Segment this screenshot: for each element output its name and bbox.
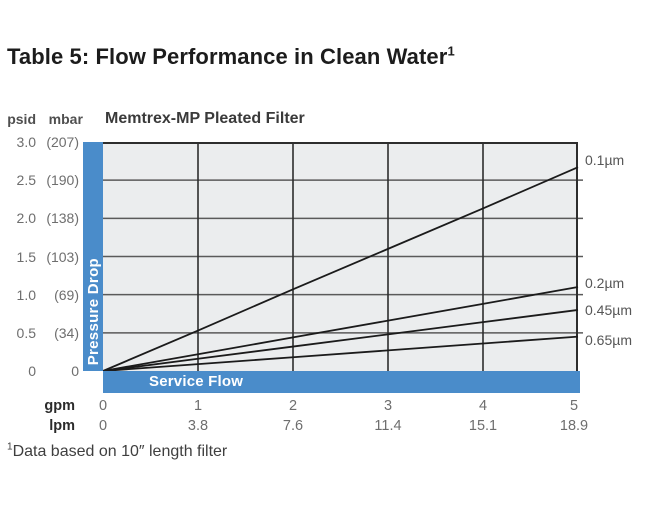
y-tick-row: 0.5 (34) bbox=[0, 325, 79, 341]
x-tick-value: 0 bbox=[98, 398, 108, 414]
x-tick-value: 3.8 bbox=[187, 418, 209, 434]
series-label-0.1µm: 0.1µm bbox=[585, 152, 625, 169]
y-tick-mbar: (138) bbox=[46, 210, 79, 227]
x-tick-value: 0 bbox=[98, 418, 108, 434]
y-tick-psid: 3.0 bbox=[16, 134, 36, 150]
y-tick-mbar: (103) bbox=[46, 248, 79, 265]
y-tick-row: 1.0 (69) bbox=[0, 287, 79, 303]
y-axis-unit-psid: psid bbox=[7, 111, 36, 127]
x-tick-value: 5 bbox=[569, 398, 579, 414]
page-title: Table 5: Flow Performance in Clean Water… bbox=[7, 44, 455, 70]
y-tick-psid: 1.5 bbox=[16, 248, 36, 265]
page-title-text: Table 5: Flow Performance in Clean Water bbox=[7, 44, 448, 69]
x-tick-value: 7.6 bbox=[282, 418, 304, 434]
x-axis-unit-gpm: gpm bbox=[44, 398, 75, 414]
y-tick-psid: 1.0 bbox=[16, 286, 36, 303]
x-axis-label: Service Flow bbox=[149, 373, 244, 390]
y-tick-mbar: (69) bbox=[54, 286, 79, 303]
x-axis-unit-lpm: lpm bbox=[49, 418, 75, 434]
x-tick-value: 18.9 bbox=[559, 418, 589, 434]
x-axis-band: Service Flow bbox=[103, 371, 580, 393]
footnote-marker: 1 bbox=[7, 441, 13, 453]
series-label-0.65µm: 0.65µm bbox=[585, 331, 632, 348]
y-tick-mbar: (190) bbox=[46, 172, 79, 189]
y-tick-row: 2.5 (190) bbox=[0, 172, 79, 188]
y-axis-label: Pressure Drop bbox=[84, 257, 102, 365]
y-tick-psid: 2.5 bbox=[16, 172, 36, 189]
x-tick-value: 2 bbox=[288, 398, 298, 414]
page-title-footnote-marker: 1 bbox=[447, 43, 455, 59]
footnote: 1Data based on 10″ length filter bbox=[7, 441, 228, 461]
chart-title: Memtrex-MP Pleated Filter bbox=[105, 110, 305, 127]
x-tick-value: 4 bbox=[478, 398, 488, 414]
y-tick-psid: 0 bbox=[28, 363, 36, 379]
y-tick-row: 1.5 (103) bbox=[0, 249, 79, 265]
y-tick-mbar: (34) bbox=[54, 324, 79, 341]
x-tick-value: 15.1 bbox=[468, 418, 498, 434]
x-tick-value: 1 bbox=[193, 398, 203, 414]
x-tick-row-lpm: lpm 0 3.8 7.6 11.4 15.1 18.9 bbox=[0, 418, 650, 434]
y-axis-unit-mbar: mbar bbox=[48, 111, 83, 127]
y-axis-units: psid mbar bbox=[0, 111, 83, 127]
y-tick-mbar: (207) bbox=[46, 134, 79, 150]
y-tick-row: 2.0 (138) bbox=[0, 210, 79, 226]
footnote-text: Data based on 10″ length filter bbox=[12, 443, 228, 460]
y-tick-psid: 0.5 bbox=[16, 324, 36, 341]
x-tick-row-gpm: gpm 0 1 2 3 4 5 bbox=[0, 398, 650, 414]
plot-area bbox=[103, 142, 578, 371]
y-axis-band: Pressure Drop bbox=[83, 142, 103, 371]
series-label-0.2µm: 0.2µm bbox=[585, 275, 625, 292]
y-tick-mbar: 0 bbox=[71, 363, 79, 379]
y-tick-row: 3.0 (207) bbox=[0, 134, 79, 150]
x-tick-value: 3 bbox=[383, 398, 393, 414]
x-tick-value: 11.4 bbox=[374, 418, 402, 434]
series-label-0.45µm: 0.45µm bbox=[585, 301, 632, 318]
y-tick-psid: 2.0 bbox=[16, 210, 36, 227]
